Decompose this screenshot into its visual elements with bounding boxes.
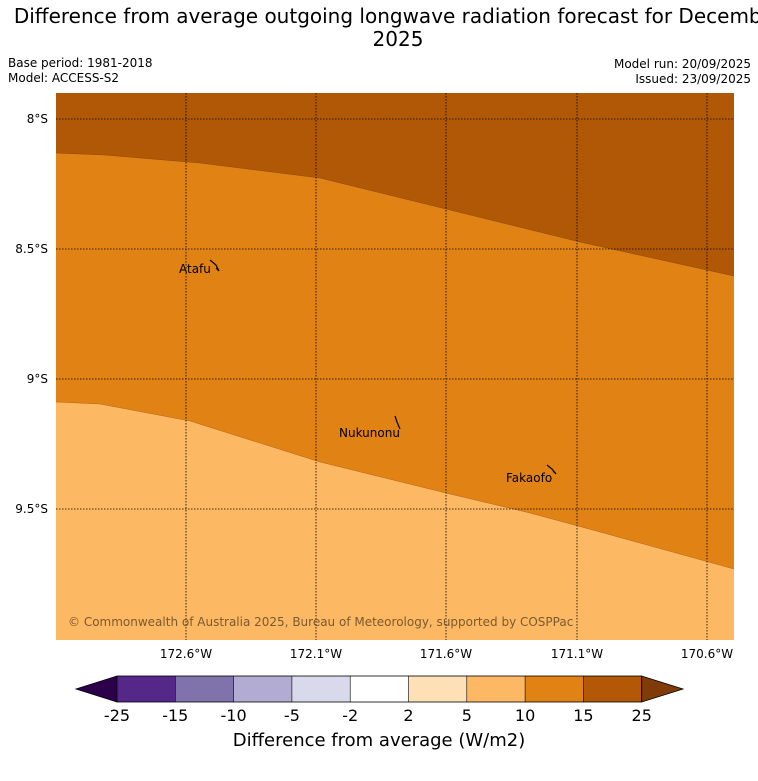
colorbar-label-2: 2 [403,706,414,725]
map-title: Difference from average outgoing longwav… [13,4,758,51]
lon-label-171-6w: 171.6°W [419,647,473,661]
colorbar-bin-6 [408,676,467,702]
fakaofo-coastline [546,464,557,475]
colorbar-bin-5 [350,676,409,702]
colorbar-label-neg5: -5 [283,706,300,725]
colorbar-label-neg15: -15 [162,706,189,725]
colorbar-bin-8 [525,676,584,702]
colorbar-label-neg25: -25 [103,706,131,725]
colorbar-bin-4 [291,676,351,702]
atafu-coastline [209,259,220,272]
issued-date: Issued: 23/09/2025 [635,72,751,86]
lon-label-172-6w: 172.6°W [159,647,213,661]
lat-label-9-5s: 9.5°S [15,502,48,516]
colorbar [74,675,685,703]
colorbar-over-arrow [641,675,685,703]
colorbar-label-neg10: -10 [220,706,247,725]
colorbar-title: Difference from average (W/m2) [232,730,526,751]
lon-label-172-1w: 172.1°W [289,647,343,661]
base-period: Base period: 1981-2018 [8,56,153,70]
lon-label-171-1w: 171.1°W [550,647,604,661]
model-run: Model run: 20/09/2025 [613,57,751,71]
gridlines [56,93,734,640]
zone-boundary-upper [55,152,735,277]
colorbar-under-arrow [74,675,118,703]
colorbar-bin-9 [583,676,642,702]
place-label-nukunonu: Nukunonu [339,426,400,440]
copyright-notice: © Commonwealth of Australia 2025, Bureau… [68,615,573,629]
zone-boundary-lower [55,401,735,570]
lon-label-170-6w: 170.6°W [680,647,734,661]
colorbar-label-15: 15 [573,706,594,725]
lat-label-8-5s: 8.5°S [15,242,48,256]
colorbar-bin-1 [117,676,176,702]
meta-right: Model run: 20/09/2025 Issued: 23/09/2025 [614,57,751,87]
meta-left: Base period: 1981-2018 Model: ACCESS-S2 [8,56,153,86]
colorbar-label-neg2: -2 [342,706,359,725]
zone-5-10 [56,402,734,640]
lat-label-9s: 9°S [26,372,48,386]
colorbar-bin-3 [233,676,292,702]
colorbar-label-5: 5 [461,706,472,725]
place-label-fakaofo: Fakaofo [506,471,552,485]
colorbar-dividers [175,676,584,702]
colorbar-bin-7 [466,676,526,702]
place-label-atafu: Atafu [179,262,211,276]
lat-label-8s: 8°S [26,112,48,126]
colorbar-label-25: 25 [631,706,652,725]
colorbar-label-10: 10 [514,706,536,725]
colorbar-bin-2 [175,676,234,702]
model-name: Model: ACCESS-S2 [8,71,120,85]
nukunonu-coastline [394,415,401,430]
